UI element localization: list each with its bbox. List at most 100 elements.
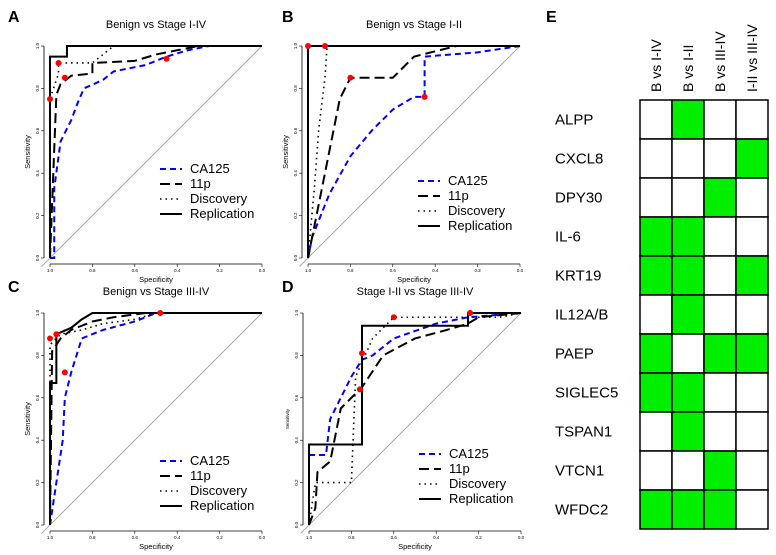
heatmap-row-label: CXCL8 [555,151,603,168]
roc-curve-ca125 [308,312,522,525]
heatmap-row-label: VTCN1 [555,463,604,480]
legend-label: Replication [448,218,512,233]
optimal-cutoff-point [421,93,428,100]
heatmap-cell [639,216,673,257]
heatmap-cell [703,294,737,335]
y-tick-label: 1.0 [294,309,299,316]
x-tick-label: 0.2 [216,535,223,540]
x-axis-label: Specificity [139,542,173,551]
y-tick-label: 0.8 [35,352,40,359]
heatmap-cell [671,411,705,452]
x-tick-label: 0.8 [89,268,96,273]
heatmap-row-label: KRT19 [555,268,601,285]
heatmap-cell [671,177,705,218]
heatmap-cell [671,255,705,296]
diagonal-reference-line [300,312,522,534]
roc-curve-discovery [307,45,520,259]
x-tick-label: 1.0 [306,535,313,540]
optimal-cutoff-point [347,74,354,81]
heatmap-row-label: ALPP [555,112,593,129]
heatmap-cell [703,411,737,452]
x-tick-label: 0.4 [174,268,181,273]
heatmap-cell [735,255,769,296]
roc-curve-ca125 [49,312,262,526]
y-tick-label: 0.0 [294,521,299,528]
y-tick-label: 0.2 [35,479,40,486]
heatmap-cell [735,333,769,374]
legend-label: Discovery [448,203,506,218]
x-tick-label: 0.6 [132,268,139,273]
y-axis-label: Sensitivity [281,135,290,169]
heatmap-cell [703,138,737,179]
heatmap-row-label: DPY30 [555,190,603,207]
x-axis-label: Specificity [398,542,432,551]
heatmap-cell [735,177,769,218]
heatmap-cell [671,294,705,335]
x-tick-label: 1.0 [47,268,54,273]
heatmap-row-label: WFDC2 [555,502,608,519]
heatmap-cell [639,177,673,218]
y-tick-label: 0.8 [35,85,40,92]
x-tick-label: 0.4 [174,535,181,540]
legend-label: Discovery [190,191,248,206]
optimal-cutoff-point [305,43,311,49]
legend-label: CA125 [448,173,488,188]
heatmap-cell [703,216,737,257]
roc-panel-d: D Stage I-II vs Stage III-IV 1.0 0.0 0.8 0.2 0… [282,279,525,551]
legend-label: 11p [190,176,211,191]
chart-title: Stage I-II vs Stage III-IV [357,286,474,298]
heatmap-cell [703,489,737,530]
panel-letter: B [282,9,294,26]
roc-curve-11p [49,45,262,259]
optimal-cutoff-point [390,314,397,321]
x-tick-label: 0.2 [474,268,481,273]
heatmap-cell [671,216,705,257]
heatmap-column-header: B vs I-IV [648,38,664,92]
y-axis-label: Sensitivity [23,402,32,436]
x-tick-label: 0.4 [433,535,440,540]
heatmap-cell [735,372,769,413]
optimal-cutoff-point [53,331,60,338]
y-tick-label: 0.6 [293,127,298,134]
heatmap-cell [703,177,737,218]
diagonal-reference-line [41,45,263,267]
optimal-cutoff-point [61,74,68,81]
x-tick-label: 0.6 [390,268,397,273]
heatmap-cell [735,294,769,335]
x-tick-label: 0.0 [259,268,266,273]
optimal-cutoff-point [47,335,53,342]
y-tick-label: 0.4 [35,170,40,177]
optimal-cutoff-point [163,55,170,62]
heatmap-cell [735,216,769,257]
heatmap-cell [703,255,737,296]
x-axis-label: Specificity [139,275,173,284]
legend-label: Replication [449,491,513,506]
heatmap-cell [671,333,705,374]
x-axis-label: Specificity [397,275,431,284]
y-tick-label: 1.0 [293,42,298,49]
roc-panel-b: B Benign vs Stage I-II 1.0 0.0 0.8 0.2 0.6 0.4 0… [281,9,524,284]
roc-curve-replication [49,312,262,525]
x-tick-label: 1.0 [305,268,312,273]
heatmap-row-label: PAEP [555,346,594,363]
optimal-cutoff-point [55,59,62,66]
optimal-cutoff-point [61,369,68,376]
optimal-cutoff-point [359,350,365,357]
heatmap-cell [639,372,673,413]
heatmap-cell [735,99,769,140]
x-tick-label: 1.0 [47,535,54,540]
heatmap-cell [735,489,769,530]
y-tick-label: 0.2 [35,212,40,219]
x-tick-label: 0.2 [216,268,223,273]
y-tick-label: 1.0 [35,309,40,316]
x-tick-label: 0.8 [89,535,96,540]
heatmap-cell [735,450,769,491]
legend-label: CA125 [190,453,230,468]
chart-title: Benign vs Stage III-IV [103,286,210,298]
y-tick-label: 0.0 [35,254,40,261]
panel-letter: A [8,9,20,26]
y-tick-label: 0.4 [294,437,299,444]
x-tick-label: 0.0 [517,268,524,273]
y-axis-label: Sensitivity [23,135,32,169]
